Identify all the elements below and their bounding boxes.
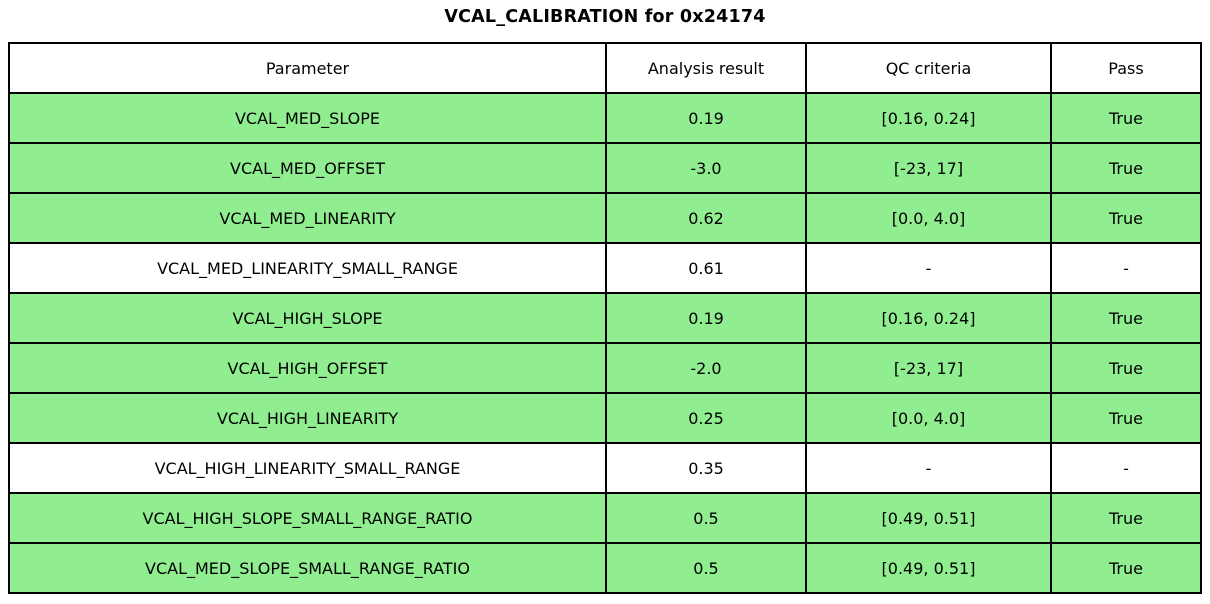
pass-cell: - (1050, 242, 1202, 294)
table-body: VCAL_MED_SLOPE 0.19 [0.16, 0.24] True VCAL_M… (8, 92, 1202, 594)
qc-criteria-cell: [0.49, 0.51] (805, 492, 1052, 544)
qc-criteria-cell: [0.16, 0.24] (805, 92, 1052, 144)
pass-cell: - (1050, 442, 1202, 494)
table-row: VCAL_MED_SLOPE 0.19 [0.16, 0.24] True (8, 92, 1202, 144)
qc-criteria-cell: [0.49, 0.51] (805, 542, 1052, 594)
pass-cell: True (1050, 492, 1202, 544)
qc-criteria-cell: [0.0, 4.0] (805, 192, 1052, 244)
vcal-calibration-table: Parameter Analysis result QC criteria Pa… (8, 42, 1202, 594)
analysis-result-cell: 0.61 (605, 242, 807, 294)
table-header: Parameter Analysis result QC criteria Pa… (8, 42, 1202, 94)
parameter-cell: VCAL_HIGH_SLOPE (8, 292, 607, 344)
table-row: VCAL_HIGH_SLOPE 0.19 [0.16, 0.24] True (8, 292, 1202, 344)
analysis-result-cell: 0.25 (605, 392, 807, 444)
table-row: VCAL_HIGH_OFFSET -2.0 [-23, 17] True (8, 342, 1202, 394)
parameter-cell: VCAL_HIGH_LINEARITY_SMALL_RANGE (8, 442, 607, 494)
analysis-result-cell: 0.5 (605, 492, 807, 544)
analysis-result-cell: 0.5 (605, 542, 807, 594)
qc-criteria-cell: - (805, 242, 1052, 294)
parameter-cell: VCAL_MED_SLOPE_SMALL_RANGE_RATIO (8, 542, 607, 594)
parameter-cell: VCAL_MED_LINEARITY (8, 192, 607, 244)
column-header-pass: Pass (1050, 42, 1202, 94)
pass-cell: True (1050, 92, 1202, 144)
qc-criteria-cell: [-23, 17] (805, 142, 1052, 194)
pass-cell: True (1050, 392, 1202, 444)
table-row: VCAL_HIGH_LINEARITY 0.25 [0.0, 4.0] True (8, 392, 1202, 444)
table-row: VCAL_MED_SLOPE_SMALL_RANGE_RATIO 0.5 [0.49… (8, 542, 1202, 594)
parameter-cell: VCAL_HIGH_SLOPE_SMALL_RANGE_RATIO (8, 492, 607, 544)
pass-cell: True (1050, 142, 1202, 194)
pass-cell: True (1050, 542, 1202, 594)
parameter-cell: VCAL_MED_SLOPE (8, 92, 607, 144)
page-title: VCAL_CALIBRATION for 0x24174 (444, 7, 766, 27)
qc-criteria-cell: [0.16, 0.24] (805, 292, 1052, 344)
analysis-result-cell: 0.19 (605, 292, 807, 344)
parameter-cell: VCAL_MED_LINEARITY_SMALL_RANGE (8, 242, 607, 294)
column-header-qc-criteria: QC criteria (805, 42, 1052, 94)
header-row: Parameter Analysis result QC criteria Pa… (8, 42, 1202, 94)
table-row: VCAL_HIGH_SLOPE_SMALL_RANGE_RATIO 0.5 [0.4… (8, 492, 1202, 544)
pass-cell: True (1050, 192, 1202, 244)
qc-criteria-cell: [-23, 17] (805, 342, 1052, 394)
qc-criteria-cell: [0.0, 4.0] (805, 392, 1052, 444)
analysis-result-cell: -2.0 (605, 342, 807, 394)
table-row: VCAL_MED_OFFSET -3.0 [-23, 17] True (8, 142, 1202, 194)
table-row: VCAL_HIGH_LINEARITY_SMALL_RANGE 0.35- - (8, 442, 1202, 494)
table-row: VCAL_MED_LINEARITY 0.62 [0.0, 4.0] True (8, 192, 1202, 244)
analysis-result-cell: 0.19 (605, 92, 807, 144)
analysis-result-cell: 0.35 (605, 442, 807, 494)
qc-criteria-cell: - (805, 442, 1052, 494)
table-row: VCAL_MED_LINEARITY_SMALL_RANGE 0.61- - (8, 242, 1202, 294)
analysis-result-cell: 0.62 (605, 192, 807, 244)
parameter-cell: VCAL_HIGH_OFFSET (8, 342, 607, 394)
column-header-analysis-result: Analysis result (605, 42, 807, 94)
parameter-cell: VCAL_MED_OFFSET (8, 142, 607, 194)
pass-cell: True (1050, 292, 1202, 344)
pass-cell: True (1050, 342, 1202, 394)
parameter-cell: VCAL_HIGH_LINEARITY (8, 392, 607, 444)
column-header-parameter: Parameter (8, 42, 607, 94)
analysis-result-cell: -3.0 (605, 142, 807, 194)
